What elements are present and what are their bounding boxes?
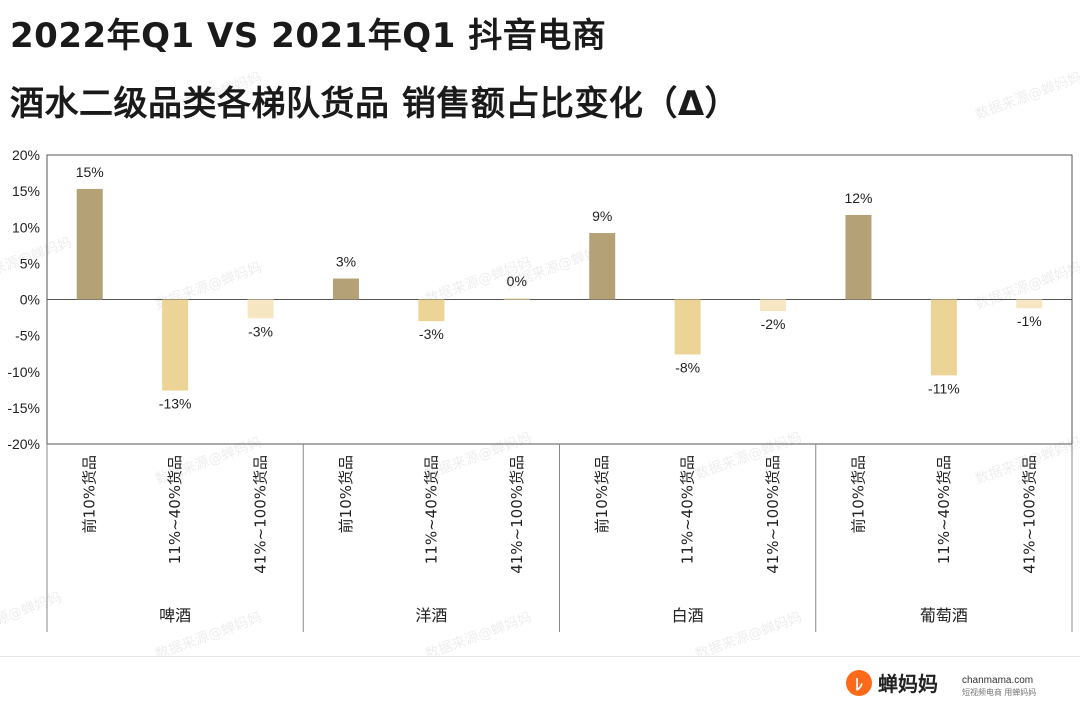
bar-value-label: 12% [844,190,872,206]
bar-value-label: 9% [592,208,612,224]
bar-value-label: -8% [675,359,700,375]
x-category-label: 41%~100%货品 [508,455,526,574]
logo-mark-icon: ﾚ [846,669,872,696]
group-label: 啤酒 [159,606,191,625]
y-tick-label: 10% [12,219,40,235]
x-category-label: 前10%货品 [593,455,611,533]
bar [503,298,530,300]
y-tick-label: -15% [7,400,40,416]
group-label: 白酒 [672,606,704,625]
bar [162,299,189,391]
y-tick-label: -20% [7,436,40,452]
bar [760,299,787,312]
x-category-label: 前10%货品 [849,455,867,533]
logo-side-text: chanmama.com 短视频电商 用蝉妈妈 [962,675,1036,699]
watermark-text: 数据来源@蝉妈妈 [0,590,64,643]
bar-value-label: 15% [76,164,104,180]
watermark-text: 数据来源@蝉妈妈 [693,610,804,656]
bar-value-label: -3% [419,326,444,342]
x-category-label: 前10%货品 [81,455,99,533]
x-category-label: 前10%货品 [337,455,355,533]
bar [589,233,616,300]
bar-value-label: -13% [159,396,192,412]
x-category-label: 41%~100%货品 [1020,455,1038,574]
y-tick-label: 20% [12,147,40,163]
watermark-text: 数据来源@蝉妈妈 [153,70,264,123]
bar [930,299,957,376]
bar-value-label: 3% [336,254,356,270]
logo-name: 蝉妈妈 [878,672,938,696]
y-tick-label: 15% [12,183,40,199]
logo-domain: chanmama.com [962,675,1034,686]
bar [418,299,445,322]
y-tick-label: 5% [20,255,40,271]
bar [332,278,359,300]
x-category-label: 11%~40%货品 [679,455,697,564]
bar-value-label: -11% [928,380,960,396]
group-label: 洋酒 [415,606,447,625]
watermark-text: 数据来源@蝉妈妈 [973,70,1080,123]
bar [76,188,103,300]
watermark-text: 数据来源@蝉妈妈 [693,430,804,483]
brand-logo: ﾚ 蝉妈妈 [846,668,938,697]
footer-divider [0,656,1080,657]
bar-value-label: -1% [1017,313,1042,329]
bar [674,299,701,355]
chart-title-line-1: 2022年Q1 VS 2021年Q1 抖音电商 [10,16,607,56]
x-category-label: 11%~40%货品 [935,455,953,564]
bar-value-label: 0% [507,273,527,289]
x-category-label: 41%~100%货品 [252,455,270,574]
y-tick-label: -5% [15,328,40,344]
bar-value-label: -3% [248,323,273,339]
x-category-label: 11%~40%货品 [166,455,184,564]
bar [1016,299,1043,309]
x-category-label: 11%~40%货品 [422,455,440,564]
chart-title-line-2: 酒水二级品类各梯队货品 销售额占比变化（Δ） [10,84,740,124]
y-tick-label: 0% [20,292,40,308]
group-label: 葡萄酒 [920,606,968,625]
logo-tagline: 短视频电商 用蝉妈妈 [962,688,1037,697]
bar [247,299,274,319]
bar [845,214,872,300]
bar-value-label: -2% [761,316,786,332]
y-tick-label: -10% [7,364,40,380]
x-category-label: 41%~100%货品 [764,455,782,574]
